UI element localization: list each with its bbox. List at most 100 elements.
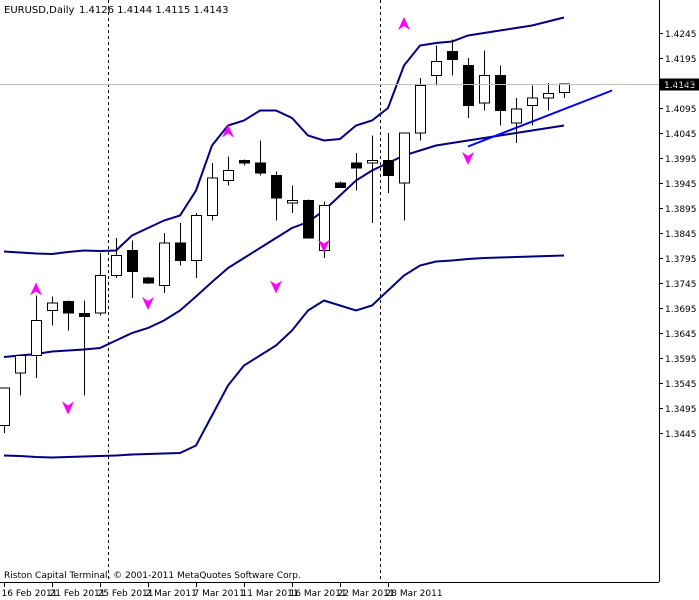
candle [383, 133, 394, 193]
candle-body [111, 255, 122, 276]
candle-body [479, 75, 490, 104]
fractal-down-arrow [270, 280, 282, 294]
candle-body [31, 320, 42, 356]
candle-body [415, 85, 426, 134]
candle-body [287, 200, 298, 204]
candle-body [239, 160, 250, 164]
candle [527, 85, 538, 126]
current-price-box [660, 78, 699, 91]
candle [255, 140, 266, 176]
fractal-up-arrow [222, 124, 234, 138]
bollinger-bands [3, 16, 565, 459]
y-tick-label: 1.4045 [665, 130, 697, 140]
y-tick-label: 1.3495 [665, 405, 697, 415]
fractals [30, 17, 474, 415]
candle [0, 387, 10, 433]
candle [463, 58, 474, 118]
candle [431, 45, 442, 86]
candle-body [495, 75, 506, 111]
candle [111, 238, 122, 278]
x-tick-label: 22 Mar 2011 [338, 589, 395, 599]
candle [447, 39, 458, 76]
candle-body [15, 355, 26, 374]
y-tick-label: 1.3895 [665, 205, 697, 215]
y-axis: 1.4245 1.4195 1.4145 1.4095 1.4045 1.3995 1.39… [659, 30, 697, 440]
candle-body [47, 302, 58, 311]
candle-body [463, 65, 474, 106]
candle-body [303, 200, 314, 239]
candle-body [351, 162, 362, 169]
candle-body [127, 250, 138, 272]
bollinger-upper-line [3, 16, 565, 256]
fractal-up-arrow [398, 17, 410, 30]
candle [223, 156, 234, 186]
fractal-down-arrow [62, 401, 74, 415]
candle-body [255, 162, 266, 174]
current-price-label: 1.4143 [664, 81, 696, 91]
y-tick-label: 1.4095 [665, 105, 697, 115]
candle [207, 163, 218, 221]
candle-body [559, 83, 570, 93]
x-tick-label: 21 Feb 2011 [50, 589, 106, 599]
candle [79, 300, 90, 396]
candle-body [431, 61, 442, 76]
y-tick-label: 1.3945 [665, 180, 697, 190]
candle-body [159, 242, 170, 286]
x-tick-label: 7 Mar 2011 [194, 589, 245, 599]
trendline[interactable] [467, 89, 613, 148]
candle [175, 223, 186, 266]
x-tick-label: 16 Feb 2011 [2, 589, 58, 599]
fractal-up-arrow [30, 282, 42, 296]
x-tick-label: 28 Mar 2011 [386, 589, 443, 599]
x-tick-label: 11 Mar 2011 [242, 589, 299, 599]
candle-body [335, 182, 346, 188]
y-tick-label: 1.3795 [665, 255, 697, 265]
y-tick-label: 1.3445 [665, 430, 697, 440]
candle [159, 233, 170, 293]
candle [143, 277, 154, 284]
candle [511, 98, 522, 143]
y-tick-label: 1.4245 [665, 30, 697, 40]
candle-body [383, 160, 394, 176]
candle-body [79, 313, 90, 317]
candle [367, 135, 378, 223]
trendline-group [467, 89, 613, 148]
chart-header-symbol: EURUSD,Daily [4, 5, 75, 16]
y-tick-label: 1.3695 [665, 305, 697, 315]
current-price-line: 1.4143 [0, 78, 699, 91]
candles [0, 39, 570, 433]
candle [479, 50, 490, 111]
y-tick-label: 1.4195 [665, 55, 697, 65]
fractal-down-arrow [142, 297, 154, 310]
candle-body [511, 108, 522, 124]
y-tick-label: 1.4145 [665, 80, 697, 90]
candle [239, 159, 250, 166]
candle-body [527, 97, 538, 106]
chart-header-ohlc: 1.4126 1.4144 1.4115 1.4143 [79, 5, 229, 16]
y-tick-label: 1.3545 [665, 380, 697, 390]
footer-copyright: Riston Capital Terminal, © 2001-2011 Met… [4, 571, 301, 581]
candle [287, 185, 298, 213]
x-tick-label: 25 Feb 2011 [98, 589, 154, 599]
candle-body [0, 387, 10, 426]
candle [415, 78, 426, 141]
candle-body [191, 215, 202, 261]
candle-body [447, 51, 458, 60]
candle [303, 199, 314, 239]
y-tick-label: 1.3745 [665, 280, 697, 290]
axes [0, 0, 660, 583]
candle [271, 171, 282, 221]
candle-body [143, 277, 154, 284]
candle-body [95, 275, 106, 314]
candle-body [175, 242, 186, 261]
y-tick-label: 1.3845 [665, 230, 697, 240]
fractal-down-arrow [462, 152, 474, 165]
candle-body [207, 177, 218, 216]
period-separators [108, 0, 381, 582]
candle-body [271, 175, 282, 199]
bollinger-lower-line [3, 254, 565, 459]
candle-body [367, 160, 378, 164]
candle-body [399, 132, 410, 184]
